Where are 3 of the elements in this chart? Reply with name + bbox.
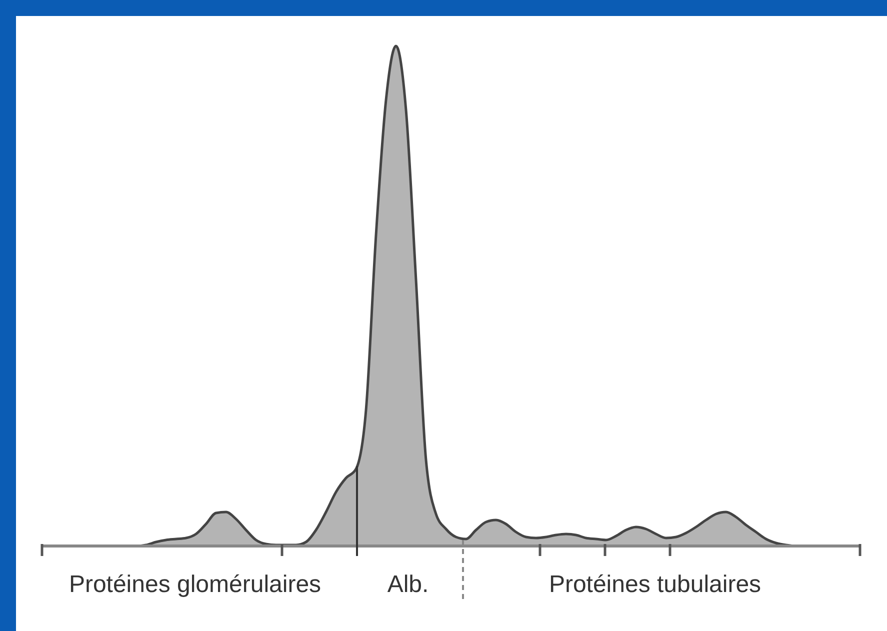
text: Protéines tubulaires <box>548 571 762 598</box>
text: Alb. <box>387 571 429 598</box>
text: Protéines glomérulaires <box>68 571 322 598</box>
